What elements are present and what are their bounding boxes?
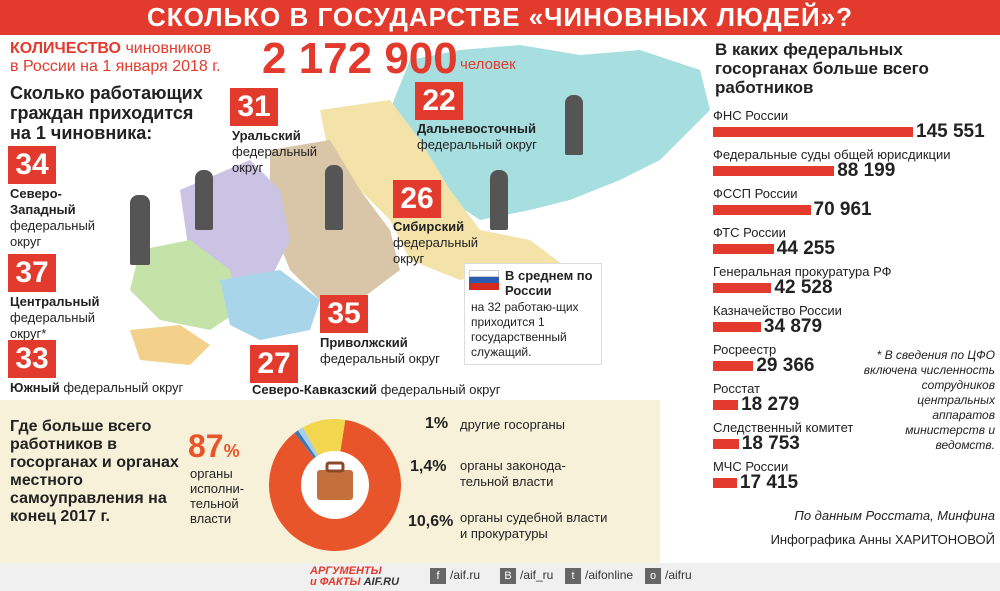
slice-value-other: 1% bbox=[425, 415, 449, 432]
briefcase-icon bbox=[317, 470, 353, 500]
slice-value-legislative: 1,4% bbox=[410, 458, 447, 475]
count-unit: человек bbox=[460, 56, 516, 73]
social-vk[interactable]: B/aif_ru bbox=[500, 568, 553, 584]
count-label: КОЛИЧЕСТВО чиновников в России на 1 янва… bbox=[10, 40, 221, 75]
label-far-east: Дальневосточный федеральный округ bbox=[417, 121, 537, 152]
bar-value: 42 528 bbox=[774, 277, 833, 298]
bar-label: ФТС России bbox=[713, 225, 786, 240]
page-title: СКОЛЬКО В ГОСУДАРСТВЕ «ЧИНОВНЫХ ЛЮДЕЙ»? bbox=[0, 0, 1000, 35]
region-siberia bbox=[320, 100, 570, 290]
bar-value: 18 279 bbox=[741, 394, 800, 415]
bar-label: Следственный комитет bbox=[713, 420, 854, 435]
bar-label: ФНС России bbox=[713, 108, 789, 123]
bar-label: Росстат bbox=[713, 381, 761, 396]
official-figure-icon bbox=[490, 170, 508, 230]
bar bbox=[713, 205, 811, 215]
bar bbox=[713, 361, 754, 371]
badge-volga: 35 bbox=[320, 295, 368, 333]
aif-logo[interactable]: АРГУМЕНТЫ и ФАКТЫ AIF.RU bbox=[310, 565, 400, 588]
official-figure-icon bbox=[565, 95, 583, 155]
federal-bodies-chart: ФНС России 145 551 Федеральные суды общей … bbox=[713, 108, 998, 503]
russia-map bbox=[130, 45, 710, 365]
badge-siberia: 26 bbox=[393, 180, 441, 218]
source: По данным Росстата, Минфина bbox=[794, 508, 995, 523]
facebook-icon: f bbox=[430, 568, 446, 584]
bar bbox=[713, 400, 739, 410]
social-facebook[interactable]: f/aif.ru bbox=[430, 568, 480, 584]
bar-value: 44 255 bbox=[776, 238, 835, 259]
badge-north-caucasus: 27 bbox=[250, 345, 298, 383]
label-volga: Приволжский федеральный округ bbox=[320, 335, 440, 366]
bar-value: 17 415 bbox=[739, 472, 799, 493]
main-label: органы исполни-тельной власти bbox=[190, 466, 245, 526]
badge-ural: 31 bbox=[230, 88, 278, 126]
badge-far-east: 22 bbox=[415, 82, 463, 120]
bar-label: Росреестр bbox=[713, 342, 777, 357]
slice-value-judicial: 10,6% bbox=[408, 513, 454, 530]
average-title: В среднем по России bbox=[505, 268, 593, 298]
average-box: В среднем по России на 32 работаю-щих пр… bbox=[464, 263, 602, 365]
bar-value: 145 551 bbox=[916, 121, 985, 142]
map-section-title: Сколько работающих граждан приходится на… bbox=[10, 83, 203, 143]
author-credit: Инфографика Анны ХАРИТОНОВОЙ bbox=[770, 532, 995, 547]
count-value: 2 172 900 bbox=[262, 34, 458, 83]
label-siberia: Сибирский федеральный округ bbox=[393, 219, 479, 266]
bar bbox=[713, 244, 774, 254]
bar-label: ФССП России bbox=[713, 186, 798, 201]
bar bbox=[713, 166, 835, 176]
bar-label: МЧС России bbox=[713, 459, 789, 474]
bar-value: 34 879 bbox=[763, 316, 823, 337]
label-north-caucasus: Северо-Кавказский федеральный округ bbox=[252, 382, 501, 397]
twitter-icon: t bbox=[565, 568, 581, 584]
slice-label-judicial: органы судебной власти и прокуратуры bbox=[460, 510, 608, 541]
label-central: Центральный федеральный округ* bbox=[10, 294, 100, 341]
region-south bbox=[130, 325, 210, 365]
bar bbox=[713, 439, 739, 449]
label-northwest: Северо-Западный федеральный округ bbox=[10, 186, 96, 249]
social-odnoklassniki[interactable]: o/aifru bbox=[645, 568, 692, 584]
bar bbox=[713, 322, 761, 332]
label-ural: Уральский федеральный округ bbox=[232, 128, 318, 175]
bar bbox=[713, 127, 913, 137]
distribution-donut bbox=[269, 419, 401, 551]
briefcase-handle bbox=[325, 461, 345, 473]
distribution-title: Где больше всего работников в госорганах… bbox=[10, 418, 179, 525]
badge-northwest: 34 bbox=[8, 146, 56, 184]
slice-label-other: другие госорганы bbox=[460, 417, 566, 432]
region-volga bbox=[220, 270, 320, 340]
label-south: Южный федеральный округ bbox=[10, 380, 184, 395]
bar bbox=[713, 283, 772, 293]
main-percent: 87% bbox=[188, 428, 240, 464]
slice-label-legislative: органы законода-тельной власти bbox=[460, 458, 566, 489]
average-text: на 32 работаю-щих приходится 1 государст… bbox=[471, 300, 579, 359]
bar-label: Генеральная прокуратура РФ bbox=[713, 264, 892, 279]
region-far-east bbox=[390, 45, 710, 220]
social-twitter[interactable]: t/aifonline bbox=[565, 568, 633, 584]
official-figure-icon bbox=[130, 195, 150, 265]
badge-central: 37 bbox=[8, 254, 56, 292]
footnote: * В сведения по ЦФО включена численность… bbox=[863, 348, 995, 452]
vk-icon: B bbox=[500, 568, 516, 584]
russia-flag-icon bbox=[469, 270, 499, 290]
bar-value: 70 961 bbox=[813, 199, 872, 220]
bar bbox=[713, 478, 737, 488]
bar-value: 29 366 bbox=[756, 355, 815, 376]
bar-label: Казначейство России bbox=[713, 303, 842, 318]
bar-value: 88 199 bbox=[837, 160, 896, 181]
federal-bodies-title: В каких федеральных госорганах больше вс… bbox=[715, 40, 929, 97]
badge-south: 33 bbox=[8, 340, 56, 378]
bar-label: Федеральные суды общей юрисдикции bbox=[713, 147, 951, 162]
official-figure-icon bbox=[325, 165, 343, 230]
odnoklassniki-icon: o bbox=[645, 568, 661, 584]
region-central bbox=[130, 240, 240, 330]
bar-value: 18 753 bbox=[741, 433, 800, 454]
official-figure-icon bbox=[195, 170, 213, 230]
